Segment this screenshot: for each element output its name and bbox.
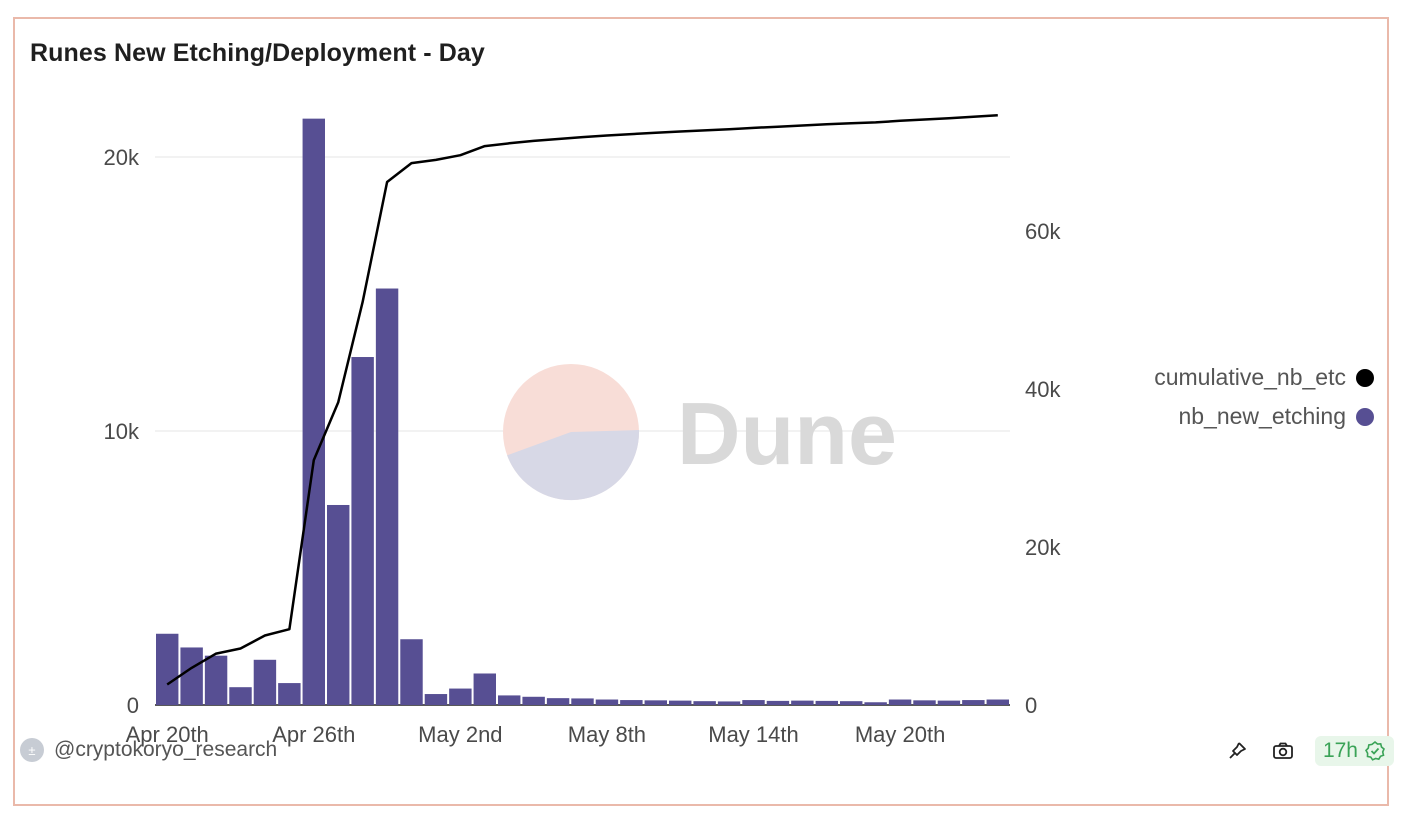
author-link[interactable]: ± @cryptokoryo_research xyxy=(20,738,277,762)
y-right-tick-label: 20k xyxy=(1025,535,1061,560)
x-tick-label: May 20th xyxy=(855,722,946,747)
footer-actions: 17h xyxy=(1223,736,1394,766)
bar[interactable] xyxy=(327,504,350,705)
bar[interactable] xyxy=(522,696,545,705)
bar[interactable] xyxy=(669,700,692,705)
bar[interactable] xyxy=(253,659,277,705)
bar[interactable] xyxy=(620,700,643,705)
bar[interactable] xyxy=(693,701,716,705)
x-tick-label: Apr 26th xyxy=(272,722,355,747)
watermark-text: Dune xyxy=(677,384,897,483)
y-axis-left: 0 10k 20k xyxy=(104,145,140,718)
x-tick-label: May 8th xyxy=(568,722,646,747)
chart-title: Runes New Etching/Deployment - Day xyxy=(30,39,485,67)
y-left-tick-label: 10k xyxy=(104,419,140,444)
bar[interactable] xyxy=(815,700,838,705)
legend-dot-cumulative xyxy=(1356,368,1374,387)
bar[interactable] xyxy=(229,687,252,705)
legend-item-cumulative[interactable]: cumulative_nb_etc xyxy=(1114,358,1374,397)
bar[interactable] xyxy=(595,699,619,705)
bar[interactable] xyxy=(937,700,961,705)
bar[interactable] xyxy=(400,639,423,705)
bar[interactable] xyxy=(424,694,448,705)
bar[interactable] xyxy=(204,655,228,705)
bar[interactable] xyxy=(473,673,496,705)
y-right-tick-label: 60k xyxy=(1025,219,1061,244)
bar[interactable] xyxy=(864,702,887,705)
bar[interactable] xyxy=(449,688,472,705)
y-axis-right: 0 20k 40k 60k xyxy=(1025,219,1061,718)
x-tick-label: May 2nd xyxy=(418,722,502,747)
x-axis: Apr 20th Apr 26th May 2nd May 8th May 14th Ma… xyxy=(126,722,946,747)
bar[interactable] xyxy=(375,288,399,705)
bar[interactable] xyxy=(888,699,912,705)
bar[interactable] xyxy=(986,699,1009,705)
bar-series xyxy=(156,118,1009,705)
y-left-tick-label: 0 xyxy=(127,693,139,718)
legend-label: nb_new_etching xyxy=(1178,403,1346,429)
pin-icon[interactable] xyxy=(1223,737,1251,765)
x-tick-label: Apr 20th xyxy=(126,722,209,747)
y-right-tick-label: 0 xyxy=(1025,693,1037,718)
bar[interactable] xyxy=(571,698,594,705)
bar[interactable] xyxy=(302,118,325,705)
legend: cumulative_nb_etc nb_new_etching xyxy=(1114,358,1374,436)
legend-dot-nb-new-etching xyxy=(1356,407,1374,426)
avatar: ± xyxy=(20,738,44,762)
bar[interactable] xyxy=(717,701,741,705)
line-series-cumulative xyxy=(166,113,998,686)
bar[interactable] xyxy=(546,698,570,705)
author-name: @cryptokoryo_research xyxy=(54,738,278,761)
check-badge-icon xyxy=(1365,740,1385,761)
bar[interactable] xyxy=(278,683,301,705)
legend-item-nb-new-etching[interactable]: nb_new_etching xyxy=(1114,397,1374,436)
bar[interactable] xyxy=(156,633,179,705)
refresh-status-badge[interactable]: 17h xyxy=(1314,736,1394,766)
y-left-tick-label: 20k xyxy=(104,145,140,170)
bar[interactable] xyxy=(913,700,936,705)
bar[interactable] xyxy=(351,357,374,705)
bar[interactable] xyxy=(791,700,814,705)
bar[interactable] xyxy=(840,701,863,705)
dune-watermark: Dune xyxy=(503,364,897,501)
watermark-logo-wedge xyxy=(507,430,640,501)
camera-icon[interactable] xyxy=(1269,737,1297,765)
bar[interactable] xyxy=(766,700,790,705)
refresh-age: 17h xyxy=(1322,739,1358,762)
bar[interactable] xyxy=(742,700,765,705)
chart-card: Runes New Etching/Deployment - Day xyxy=(13,17,1389,806)
bar[interactable] xyxy=(180,647,203,705)
bar[interactable] xyxy=(962,700,985,705)
y-right-tick-label: 40k xyxy=(1025,377,1061,402)
bar[interactable] xyxy=(644,700,667,705)
bar[interactable] xyxy=(498,695,521,705)
legend-label: cumulative_nb_etc xyxy=(1154,364,1346,390)
x-tick-label: May 14th xyxy=(708,722,799,747)
